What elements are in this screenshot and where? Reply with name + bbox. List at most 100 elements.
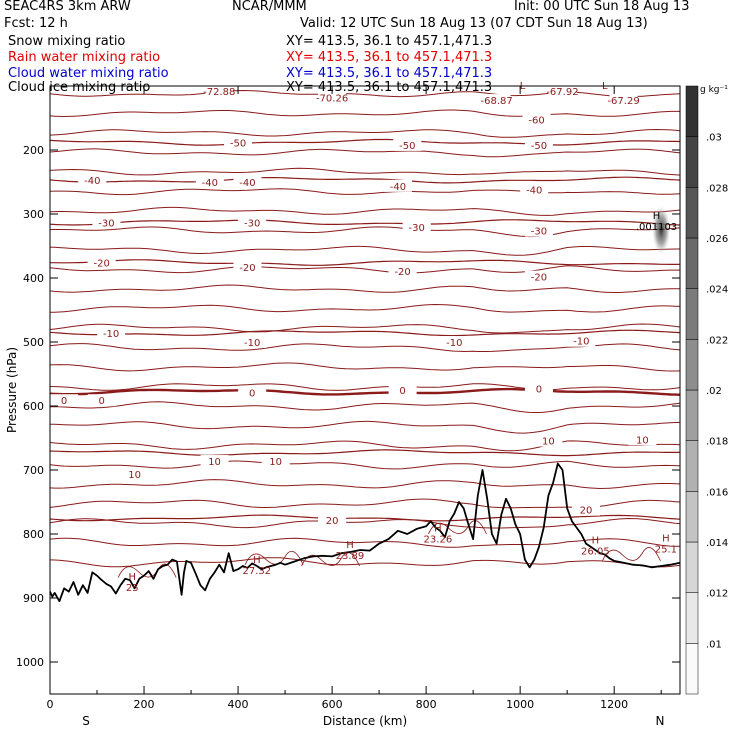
- label-mask: [200, 455, 229, 468]
- model-name: SEAC4RS 3km ARW: [4, 0, 131, 14]
- contour-line: [49, 479, 681, 490]
- label-mask: [233, 261, 262, 274]
- label-mask: [318, 91, 347, 104]
- label-mask: [205, 85, 234, 98]
- contour-label: -30: [531, 227, 547, 238]
- contour-label: -20: [239, 263, 255, 274]
- contour-line: [49, 440, 681, 452]
- contour-line: [49, 537, 680, 548]
- x-axis-label: Distance (km): [323, 714, 407, 728]
- colorbar-swatch: [685, 339, 699, 391]
- label-mask: [318, 513, 347, 526]
- field-cloudice-xy: XY= 413.5, 36.1 to 457.1,471.3: [286, 80, 493, 95]
- label-mask: [92, 216, 121, 229]
- x-tick-label: 200: [134, 698, 155, 711]
- colorbar-swatch: [685, 592, 699, 644]
- contour-line: [49, 206, 681, 216]
- y-tick-label: 700: [23, 464, 44, 477]
- contour-label: -50: [399, 141, 415, 152]
- colorbar-unit: g kg⁻¹: [700, 85, 728, 95]
- colorbar-label: .014: [706, 538, 728, 549]
- x-tick-label: 0: [47, 698, 54, 711]
- label-mask: [238, 216, 267, 229]
- label-mask: [571, 503, 600, 516]
- colorbar-swatch: [685, 136, 699, 188]
- field-snow-name: Snow mixing ratio: [8, 34, 126, 49]
- contour-label: -10: [103, 329, 119, 340]
- contour-label: 0: [249, 389, 255, 400]
- high-marker: H: [653, 211, 661, 222]
- colorbar-label: .024: [706, 285, 728, 296]
- label-mask: [87, 394, 116, 407]
- contour-label: 20: [580, 506, 593, 517]
- contour-label: -40: [390, 182, 406, 193]
- colorbar: .01 .012 .014 .016 .018 .02 .022 .024 .026 .028 .0…: [685, 85, 728, 695]
- contour-10: [49, 449, 680, 457]
- field-rain-name: Rain water mixing ratio: [8, 50, 161, 65]
- colorbar-swatch: [685, 643, 699, 695]
- rain-contour: [602, 547, 661, 562]
- contour--40: [49, 176, 681, 184]
- label-mask: [534, 434, 563, 447]
- high-marker: H: [434, 523, 442, 534]
- label-mask: [524, 270, 553, 283]
- label-mask: [440, 336, 469, 348]
- contour-label: 0: [99, 396, 105, 407]
- contour-line: [49, 284, 680, 293]
- colorbar-label: .028: [706, 183, 728, 194]
- contour-label: -50: [531, 141, 547, 152]
- label-mask: [522, 113, 551, 126]
- extremum-value: 26.05: [581, 547, 610, 558]
- contour-line: [49, 383, 681, 391]
- contour-line: [49, 343, 681, 353]
- high-marker: H: [592, 536, 600, 547]
- x-tick-label: 1000: [506, 698, 534, 711]
- colorbar-label: .018: [706, 437, 728, 448]
- cloud-ice-blob: [652, 206, 671, 254]
- low-marker: L: [520, 81, 526, 92]
- y-tick-label: 400: [23, 272, 44, 285]
- contour-labels: -72.88 -70.26 -68.87 -67.92 -67.29 -60 -50 -50 -…: [50, 81, 677, 594]
- contour-20: [49, 514, 681, 522]
- label-mask: [524, 224, 553, 237]
- x-tick-label: 800: [416, 698, 437, 711]
- label-mask: [383, 179, 412, 192]
- field-cloudwater-xy: XY= 413.5, 36.1 to 457.1,471.3: [286, 66, 493, 81]
- contour-label: -70.26: [316, 94, 348, 105]
- rain-contour: [301, 552, 360, 567]
- contour-label: -40: [239, 178, 255, 189]
- right-endpoint: N: [656, 714, 665, 728]
- contour-line: [49, 188, 681, 196]
- label-mask: [393, 138, 422, 151]
- label-mask: [388, 384, 417, 396]
- field-cloudice-name: Cloud ice mixing ratio: [8, 80, 151, 95]
- contour--20: [50, 259, 681, 266]
- contour-line: [49, 517, 681, 529]
- contour--10: [49, 329, 681, 337]
- y-tick-label: 600: [23, 400, 44, 413]
- colorbar-label: .02: [706, 386, 722, 397]
- contour-label: -10: [573, 337, 589, 348]
- left-endpoint: S: [82, 714, 90, 728]
- contour-line: [49, 245, 680, 256]
- colorbar-swatch: [685, 85, 699, 137]
- colorbar-label: .022: [706, 335, 728, 346]
- y-tick-label: 900: [23, 592, 44, 605]
- colorbar-swatch: [685, 491, 699, 543]
- contour-label: -20: [394, 267, 410, 278]
- rain-contour: [428, 520, 487, 535]
- y-tick-label: 800: [23, 528, 44, 541]
- label-mask: [87, 256, 116, 269]
- colorbar-swatch: [685, 440, 699, 492]
- extremum-value: 27.32: [243, 566, 272, 577]
- field-snow-xy: XY= 413.5, 36.1 to 457.1,471.3: [286, 34, 493, 49]
- colorbar-swatch: [685, 187, 699, 239]
- contour-label: -67.92: [546, 87, 578, 98]
- label-mask: [238, 336, 267, 348]
- colorbar-label: .01: [706, 639, 722, 650]
- contour-line: [49, 128, 681, 138]
- contour-label: -72.88: [203, 87, 235, 98]
- extremum-value: .001103: [636, 222, 677, 233]
- contour-label: 10: [636, 435, 649, 446]
